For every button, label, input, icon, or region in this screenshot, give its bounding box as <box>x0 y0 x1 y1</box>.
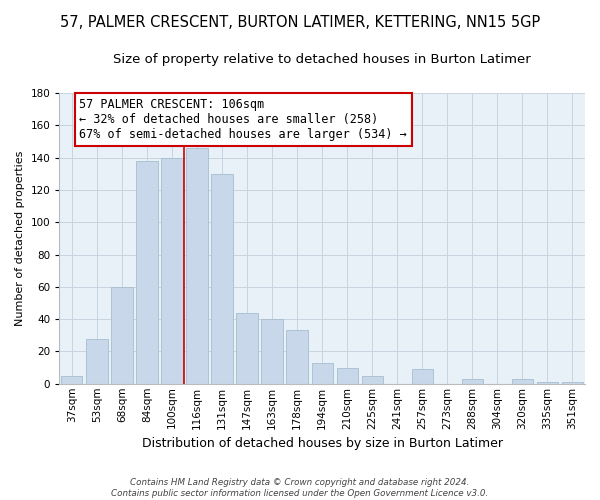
Bar <box>136 161 158 384</box>
Bar <box>362 376 383 384</box>
Bar <box>562 382 583 384</box>
Text: Contains HM Land Registry data © Crown copyright and database right 2024.
Contai: Contains HM Land Registry data © Crown c… <box>112 478 488 498</box>
Bar <box>337 368 358 384</box>
Bar <box>286 330 308 384</box>
Bar <box>262 319 283 384</box>
Bar <box>512 379 533 384</box>
Bar <box>86 338 107 384</box>
Bar <box>61 376 82 384</box>
Bar <box>211 174 233 384</box>
Bar <box>412 369 433 384</box>
Bar <box>311 363 333 384</box>
Bar <box>537 382 558 384</box>
Bar <box>111 287 133 384</box>
Bar <box>236 312 258 384</box>
Bar <box>187 148 208 384</box>
Title: Size of property relative to detached houses in Burton Latimer: Size of property relative to detached ho… <box>113 52 531 66</box>
Bar <box>462 379 483 384</box>
Bar <box>161 158 182 384</box>
Text: 57, PALMER CRESCENT, BURTON LATIMER, KETTERING, NN15 5GP: 57, PALMER CRESCENT, BURTON LATIMER, KET… <box>60 15 540 30</box>
X-axis label: Distribution of detached houses by size in Burton Latimer: Distribution of detached houses by size … <box>142 437 503 450</box>
Y-axis label: Number of detached properties: Number of detached properties <box>15 150 25 326</box>
Text: 57 PALMER CRESCENT: 106sqm
← 32% of detached houses are smaller (258)
67% of sem: 57 PALMER CRESCENT: 106sqm ← 32% of deta… <box>79 98 407 141</box>
